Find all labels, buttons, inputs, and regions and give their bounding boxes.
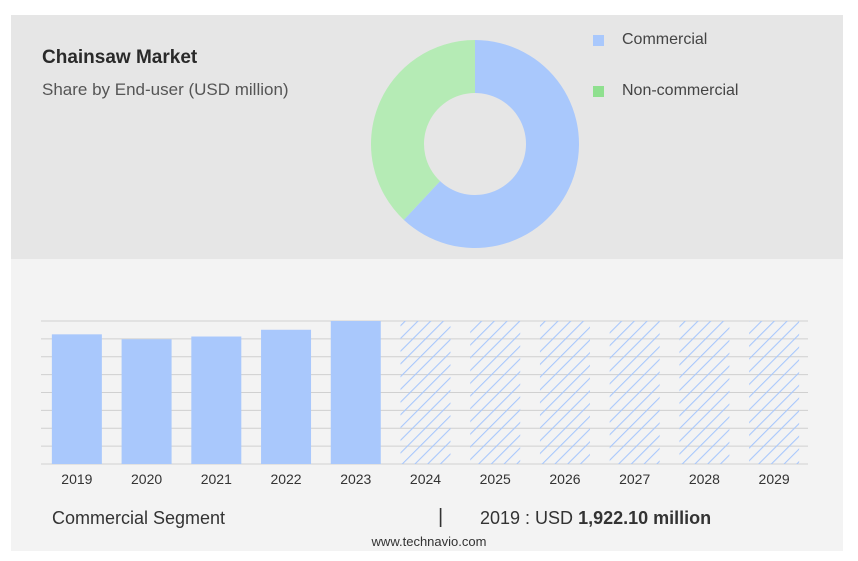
bar-2019 [51,334,102,464]
x-tick-label: 2029 [759,471,790,487]
footer-url: www.technavio.com [371,534,487,549]
summary-prefix: 2019 : USD [480,508,579,528]
forecast-bar-2026 [539,321,590,464]
forecast-bar-2024 [400,321,451,464]
legend-item-commercial: Commercial [593,31,707,49]
segment-label: Commercial Segment [52,508,226,528]
x-tick-label: 2023 [340,471,371,487]
chart-title: Chainsaw Market [42,47,198,68]
x-tick-label: 2024 [410,471,441,487]
forecast-bar-2025 [470,321,521,464]
chart-subtitle: Share by End-user (USD million) [42,80,289,99]
forecast-bar-2027 [609,321,660,464]
legend-label-commercial: Commercial [622,31,708,48]
x-tick-label: 2021 [201,471,232,487]
x-tick-label: 2025 [480,471,511,487]
x-tick-label: 2019 [61,471,92,487]
bar-2020 [121,339,172,464]
summary-amount: 1,922.10 million [578,508,712,528]
bar-2022 [261,329,312,464]
x-tick-label: 2022 [270,471,301,487]
donut-slice-non-commercial [370,40,475,220]
x-tick-label: 2027 [619,471,650,487]
summary-divider: | [438,506,444,528]
donut-chart [370,40,579,248]
donut-slice-commercial [403,40,579,248]
legend-label-non-commercial: Non-commercial [622,82,739,99]
forecast-bar-2029 [749,321,800,464]
x-tick-label: 2026 [549,471,580,487]
x-tick-label: 2020 [131,471,162,487]
summary-value: 2019 : USD 1,922.10 million [480,508,711,529]
legend-item-non-commercial: Non-commercial [593,82,738,100]
legend-swatch-commercial [593,34,604,46]
x-tick-label: 2028 [689,471,720,487]
legend-swatch-non-commercial [593,85,604,97]
bar-2021 [191,336,242,464]
forecast-bar-2028 [679,321,730,464]
bar-2023 [330,321,381,464]
bar-chart: 2019 2020 2021 2022 2023 2024 2025 2026 2027 2028… [41,320,808,487]
